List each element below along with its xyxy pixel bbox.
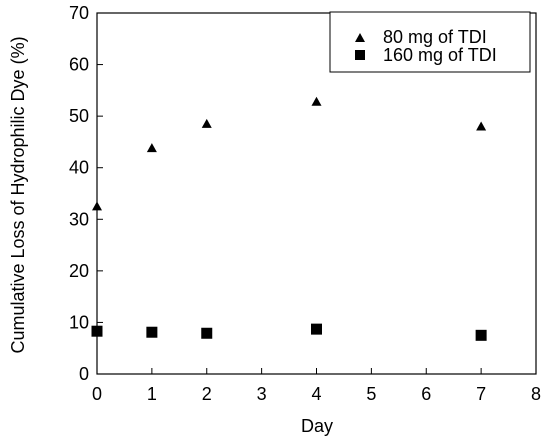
x-axis-title: Day <box>301 416 333 436</box>
x-tick-label: 6 <box>421 384 431 404</box>
y-tick-label: 20 <box>69 261 89 281</box>
data-points <box>91 96 487 341</box>
x-tick-label: 1 <box>147 384 157 404</box>
y-tick-label: 30 <box>69 209 89 229</box>
y-tick-label: 60 <box>69 55 89 75</box>
y-tick-label: 10 <box>69 312 89 332</box>
x-tick-label: 0 <box>92 384 102 404</box>
data-point-square <box>475 329 487 341</box>
x-tick-label: 3 <box>257 384 267 404</box>
x-tick-label: 8 <box>531 384 541 404</box>
y-axis-title: Cumulative Loss of Hydrophilic Dye (%) <box>8 36 28 353</box>
y-tick-label: 0 <box>79 364 89 384</box>
legend-marker-square <box>355 50 365 60</box>
y-tick-label: 70 <box>69 3 89 23</box>
data-point-triangle <box>311 96 322 106</box>
data-point-square <box>91 325 103 337</box>
x-tick-label: 5 <box>366 384 376 404</box>
data-point-square <box>201 327 213 339</box>
legend-label-series-1: 80 mg of TDI <box>383 27 487 47</box>
data-point-triangle <box>146 143 157 153</box>
y-axis-ticks: 0 10 20 30 40 50 60 70 <box>69 3 103 384</box>
legend-marker-triangle <box>355 33 365 42</box>
data-point-triangle <box>476 121 487 131</box>
x-axis-ticks: 0 1 2 3 4 5 6 7 8 <box>92 368 541 404</box>
data-point-triangle <box>92 201 102 211</box>
x-tick-label: 2 <box>202 384 212 404</box>
data-point-square <box>146 326 158 338</box>
x-tick-label: 4 <box>311 384 321 404</box>
data-point-triangle <box>201 118 212 128</box>
y-tick-label: 50 <box>69 106 89 126</box>
x-tick-label: 7 <box>476 384 486 404</box>
legend: 80 mg of TDI 160 mg of TDI <box>329 11 531 73</box>
y-tick-label: 40 <box>69 158 89 178</box>
data-point-square <box>311 323 322 335</box>
legend-label-series-2: 160 mg of TDI <box>383 45 497 65</box>
